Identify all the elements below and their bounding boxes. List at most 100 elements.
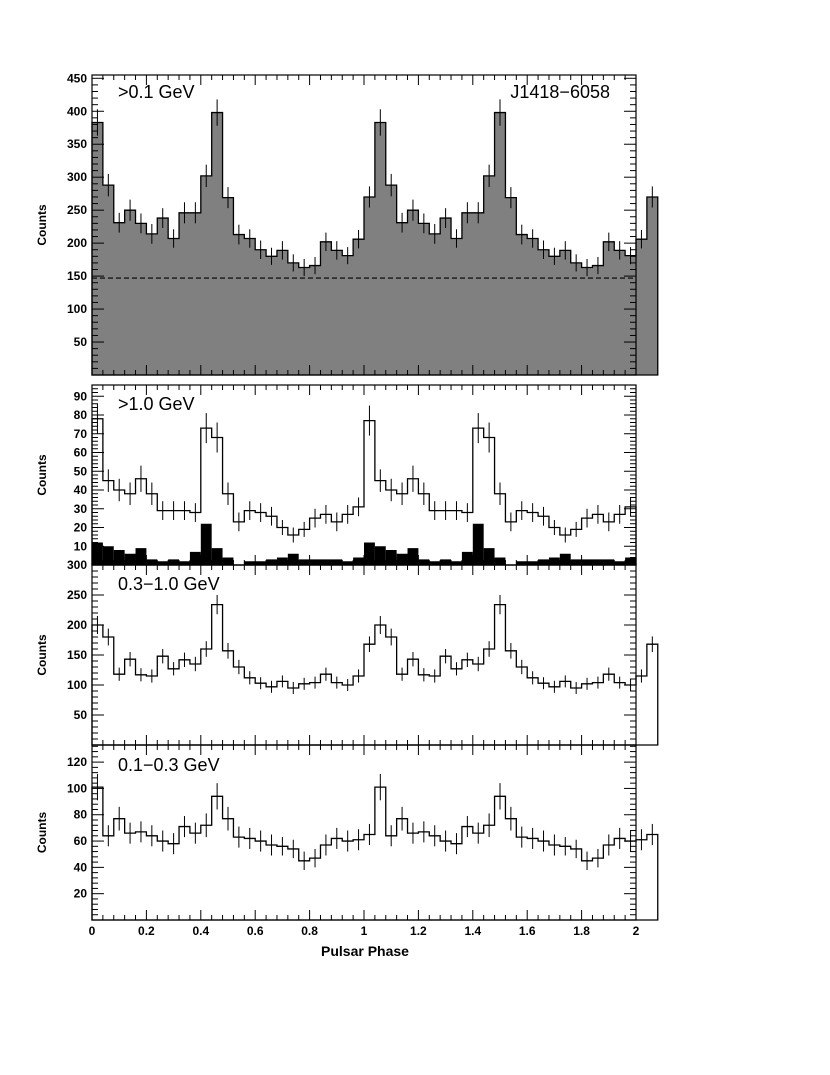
filled-bar-26: [374, 546, 386, 565]
filled-bar-42: [548, 557, 560, 565]
filled-bar-3: [124, 553, 136, 565]
y-tick-label: 30: [74, 502, 88, 516]
filled-bar-22: [331, 559, 343, 565]
x-tick-label: 0.6: [247, 924, 264, 938]
x-tick-label: 1.2: [410, 924, 427, 938]
y-tick-label: 300: [67, 170, 87, 184]
filled-bar-30: [418, 559, 430, 565]
filled-bar-14: [244, 561, 256, 565]
x-tick-label: 1.8: [573, 924, 590, 938]
y-tick-label: 40: [74, 860, 88, 874]
panel-third: 50 100 150 200 250 300 Counts 0.3−1.0 GeV: [35, 558, 659, 746]
y-tick-label: 120: [67, 755, 87, 769]
y-tick-label: 10: [74, 539, 88, 553]
y-tick-label: 100: [67, 781, 87, 795]
filled-bar-48: [614, 561, 626, 565]
y-tick-label: 300: [67, 558, 87, 572]
filled-bar-18: [287, 553, 299, 565]
y-tick-label: 20: [74, 887, 88, 901]
panel-second: 10 20 30 40 50 60 70 80 90 Counts >1.0 GeV: [35, 384, 637, 566]
filled-bar-24: [353, 557, 364, 565]
x-tick-label: 1: [361, 924, 368, 938]
y-tick-label: 100: [67, 678, 87, 692]
y-tick-label: 20: [74, 521, 88, 535]
filled-bar-16: [266, 559, 277, 565]
x-tick-label: 0.4: [192, 924, 209, 938]
filled-bar-12: [222, 557, 234, 565]
y-tick-label: 50: [74, 708, 88, 722]
energy-band-label: >0.1 GeV: [118, 82, 195, 102]
y-axis-label: Counts: [35, 204, 49, 246]
panel-bottom: 20 40 60 80 100 120 0 0.2 0.4 0.6 0.8 1 1.2 1.4 1.6 1.8…: [35, 744, 659, 938]
y-tick-label: 250: [67, 588, 87, 602]
filled-bar-32: [440, 559, 452, 565]
filled-bar-19: [298, 559, 310, 565]
y-tick-label: 70: [74, 427, 88, 441]
y-tick-label: 100: [67, 302, 87, 316]
y-tick-label: 80: [74, 408, 88, 422]
y-axis-label: Counts: [35, 454, 49, 496]
y-tick-label: 60: [74, 834, 88, 848]
filled-bar-39: [516, 561, 528, 565]
panel-top: 50 100 150 200 250 300 350 400 450 Counts >0.1 GeV…: [35, 71, 659, 376]
filled-bar-37: [494, 557, 506, 565]
filled-bar-45: [581, 559, 593, 565]
x-tick-label: 1.6: [519, 924, 536, 938]
x-tick-label: 2: [633, 924, 640, 938]
histogram: [91, 786, 659, 921]
y-axis-label: Counts: [35, 812, 49, 854]
pulsar-name-label: J1418−6058: [510, 82, 610, 102]
y-tick-label: 150: [67, 269, 87, 283]
y-tick-label: 250: [67, 203, 87, 217]
energy-band-label: >1.0 GeV: [118, 394, 195, 414]
histogram: [91, 603, 659, 746]
filled-bar-7: [168, 559, 180, 565]
filled-bar-5: [146, 559, 158, 565]
filled-bar-21: [320, 559, 332, 565]
y-tick-label: 150: [67, 648, 87, 662]
energy-band-label: 0.1−0.3 GeV: [118, 755, 220, 775]
y-tick-label: 50: [74, 335, 88, 349]
filled-bar-2: [113, 550, 125, 565]
y-tick-label: 200: [67, 236, 87, 250]
filled-bar-9: [189, 551, 201, 565]
step-histogram: [91, 418, 637, 566]
filled-bar-10: [200, 523, 212, 565]
y-tick-label: 400: [67, 104, 87, 118]
filled-bar-15: [255, 561, 267, 565]
x-tick-label: 0.2: [138, 924, 155, 938]
y-tick-label: 350: [67, 137, 87, 151]
filled-bar-27: [385, 550, 397, 565]
y-tick-label: 90: [74, 389, 88, 403]
filled-bar-11: [211, 548, 223, 565]
filled-bar-8: [179, 561, 190, 565]
filled-bar-17: [276, 557, 288, 565]
filled-bar-4: [135, 548, 147, 565]
histogram: [91, 111, 659, 376]
filled-bar-33: [451, 561, 462, 565]
filled-bar-34: [461, 551, 473, 565]
x-tick-label: 0.8: [301, 924, 318, 938]
filled-bar-23: [342, 561, 354, 565]
x-tick-label: 1.4: [464, 924, 481, 938]
y-tick-label: 200: [67, 618, 87, 632]
filled-bar-20: [309, 559, 321, 565]
y-tick-label: 40: [74, 483, 88, 497]
filled-bar-36: [483, 548, 495, 565]
x-tick-label: 0: [89, 924, 96, 938]
filled-bar-31: [429, 561, 441, 565]
filled-bar-35: [472, 523, 484, 565]
x-axis-label: Pulsar Phase: [321, 943, 409, 959]
energy-band-label: 0.3−1.0 GeV: [118, 574, 220, 594]
filled-bar-28: [396, 553, 408, 565]
filled-bar-44: [570, 559, 582, 565]
y-tick-label: 50: [74, 464, 88, 478]
filled-bar-46: [592, 559, 604, 565]
y-tick-label: 450: [67, 71, 87, 85]
filled-bar-40: [527, 561, 539, 565]
filled-bar-43: [559, 553, 571, 565]
filled-bar-41: [538, 559, 549, 565]
y-tick-label: 80: [74, 808, 88, 822]
filled-bar-6: [157, 561, 169, 565]
